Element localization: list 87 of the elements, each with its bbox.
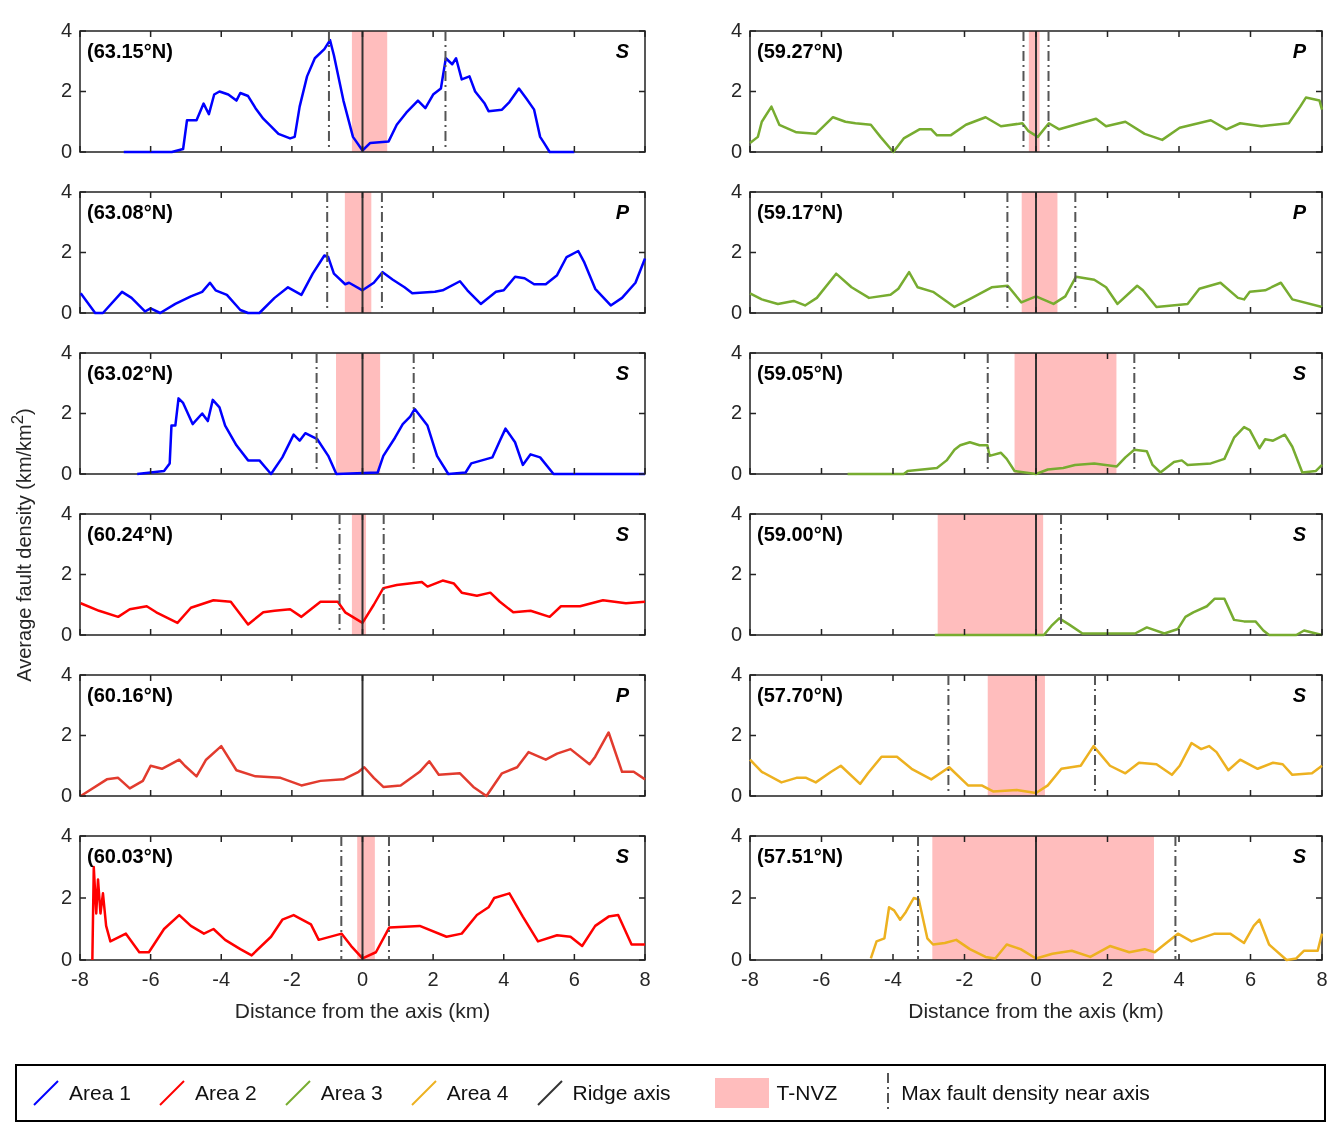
y-tick-label: 4 <box>730 501 742 524</box>
y-tick-label: 4 <box>60 501 72 524</box>
y-tick-label: 2 <box>730 562 742 585</box>
y-tick-label: 4 <box>730 340 742 363</box>
annotation: S <box>615 845 630 867</box>
y-tick-label: 2 <box>60 401 72 424</box>
y-tick-label: 4 <box>730 823 742 846</box>
x-tick-label: -6 <box>141 967 160 990</box>
annotation: S <box>615 362 630 384</box>
y-tick-label: 2 <box>730 240 742 263</box>
y-tick-label: 0 <box>60 139 72 162</box>
annotation: S <box>615 523 630 545</box>
x-axis-title: Distance from the axis (km) <box>233 999 492 1023</box>
x-tick-label: 8 <box>639 967 651 990</box>
y-tick-label: 0 <box>60 783 72 806</box>
y-tick-label: 0 <box>60 622 72 645</box>
annotation: S <box>615 40 630 62</box>
legend-label: Area 1 <box>69 1081 131 1105</box>
chart-title: (60.03°N) <box>87 845 173 867</box>
y-tick-label: 2 <box>730 723 742 746</box>
annotation: S <box>1292 845 1307 867</box>
y-tick-label: 4 <box>60 823 72 846</box>
x-tick-label: -6 <box>812 967 831 990</box>
x-tick-label: 6 <box>568 967 580 990</box>
x-tick-label: 4 <box>498 967 510 990</box>
chart-title: (63.08°N) <box>87 201 173 223</box>
y-tick-label: 4 <box>60 179 72 202</box>
x-tick-label: 0 <box>1030 967 1042 990</box>
x-axis-title: Distance from the axis (km) <box>907 999 1165 1023</box>
annotation: S <box>1292 362 1307 384</box>
legend-label: Area 3 <box>320 1081 383 1105</box>
annotation: P <box>615 684 630 706</box>
y-tick-label: 2 <box>60 79 72 102</box>
y-tick-label: 2 <box>60 723 72 746</box>
x-tick-label: -4 <box>212 967 231 990</box>
x-tick-label: 0 <box>356 967 369 990</box>
annotation: P <box>1292 201 1307 223</box>
x-tick-label: -2 <box>955 967 974 990</box>
chart-title: (59.17°N) <box>757 201 843 223</box>
y-tick-label: 0 <box>730 300 742 323</box>
chart-title: (57.51°N) <box>757 845 843 867</box>
y-tick-label: 2 <box>60 562 72 585</box>
x-tick-label: 6 <box>1244 967 1257 990</box>
y-tick-label: 0 <box>60 461 72 484</box>
chart-title: (59.00°N) <box>757 523 843 545</box>
annotation: S <box>1292 684 1307 706</box>
y-tick-label: 0 <box>730 461 742 484</box>
x-tick-label: -2 <box>282 967 301 990</box>
x-tick-label: 4 <box>1173 967 1185 990</box>
legend-label: Area 2 <box>194 1081 257 1105</box>
y-tick-label: 4 <box>730 18 742 41</box>
x-tick-label: 2 <box>1101 967 1114 990</box>
y-tick-label: 2 <box>730 885 742 908</box>
y-tick-label: 0 <box>730 783 742 806</box>
legend-label: T-NVZ <box>776 1081 838 1105</box>
annotation: S <box>1292 523 1307 545</box>
legend-label: Area 4 <box>446 1081 509 1105</box>
y-tick-label: 0 <box>730 622 742 645</box>
x-tick-label: -8 <box>71 967 89 990</box>
legend-label: Max fault density near axis <box>901 1081 1150 1105</box>
y-tick-label: 4 <box>60 340 72 363</box>
y-tick-label: 0 <box>60 947 72 970</box>
y-tick-label: 2 <box>60 885 72 908</box>
legend-label: Ridge axis <box>572 1081 671 1105</box>
y-tick-label: 2 <box>730 79 742 102</box>
x-tick-label: 8 <box>1316 967 1328 990</box>
chart-title: (57.70°N) <box>757 684 843 706</box>
y-tick-label: 2 <box>60 240 72 263</box>
chart-title: (60.24°N) <box>87 523 173 545</box>
x-tick-label: -4 <box>884 967 902 990</box>
chart-title: (63.02°N) <box>87 362 173 384</box>
y-tick-label: 4 <box>730 179 742 202</box>
x-tick-label: -8 <box>741 967 759 990</box>
chart-title: (59.05°N) <box>757 362 843 384</box>
y-tick-label: 4 <box>60 18 72 41</box>
chart-title: (59.27°N) <box>757 40 843 62</box>
y-tick-label: 2 <box>730 401 742 424</box>
y-tick-label: 4 <box>60 662 72 685</box>
chart-title: (63.15°N) <box>87 40 173 62</box>
y-tick-label: 0 <box>60 300 72 323</box>
annotation: P <box>1292 40 1307 62</box>
chart-title: (60.16°N) <box>87 684 173 706</box>
y-tick-label: 0 <box>730 947 742 970</box>
y-tick-label: 0 <box>730 139 742 162</box>
x-tick-label: 2 <box>427 967 439 990</box>
annotation: P <box>615 201 630 223</box>
y-tick-label: 4 <box>730 662 742 685</box>
